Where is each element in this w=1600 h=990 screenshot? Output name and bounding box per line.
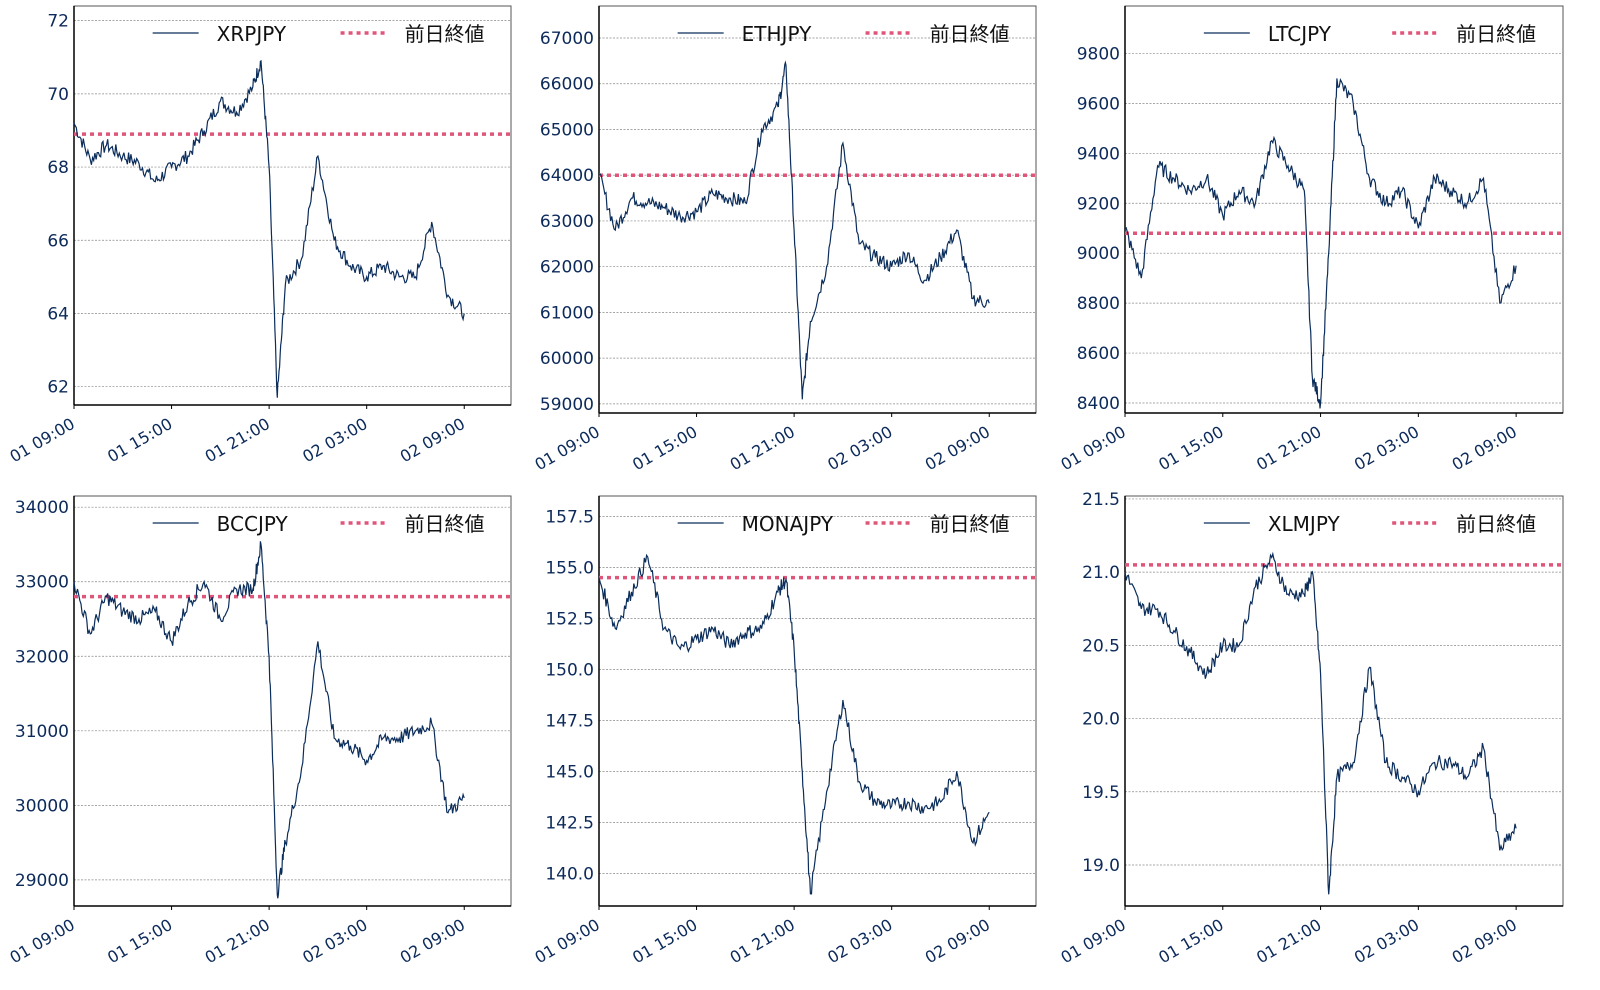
- legend-prev-close-label: 前日終値: [405, 22, 485, 46]
- y-tick-label: 59000: [540, 395, 594, 415]
- legend-prev-close-label: 前日終値: [930, 512, 1010, 536]
- legend-series-label: LTCJPY: [1268, 22, 1332, 46]
- y-tick-label: 62000: [540, 258, 594, 278]
- y-tick-label: 8600: [1077, 344, 1120, 364]
- x-tick-label: 01 15:00: [1155, 915, 1226, 967]
- y-tick-label: 9000: [1077, 244, 1120, 264]
- y-tick-label: 157.5: [545, 507, 594, 527]
- y-tick-label: 32000: [15, 647, 69, 667]
- y-tick-label: 66: [47, 231, 69, 251]
- y-tick-label: 60000: [540, 349, 594, 369]
- price-series-line: [598, 60, 990, 400]
- y-tick-label: 34000: [15, 498, 69, 518]
- y-tick-label: 31000: [15, 722, 69, 742]
- y-tick-label: 9600: [1077, 94, 1120, 114]
- y-tick-label: 29000: [15, 871, 69, 891]
- legend-series-label: XLMJPY: [1268, 512, 1341, 536]
- price-series-line: [598, 553, 990, 895]
- x-tick-label: 02 09:00: [1449, 915, 1520, 967]
- y-tick-label: 8400: [1077, 394, 1120, 414]
- y-tick-label: 33000: [15, 573, 69, 593]
- y-tick-label: 8800: [1077, 294, 1120, 314]
- grid-lines: [74, 20, 511, 388]
- y-tick-label: 21.5: [1082, 490, 1120, 510]
- y-tick-label: 72: [47, 12, 69, 32]
- x-tick-label: 02 03:00: [1351, 915, 1422, 967]
- y-tick-label: 67000: [540, 29, 594, 49]
- y-tick-label: 145.0: [545, 762, 594, 782]
- x-tick-label: 01 09:00: [1058, 915, 1129, 967]
- legend-series-label: MONAJPY: [742, 512, 834, 536]
- y-tick-label: 64000: [540, 166, 594, 186]
- y-tick-label: 150.0: [545, 660, 594, 680]
- y-tick-label: 66000: [540, 75, 594, 95]
- price-series-line: [73, 541, 465, 899]
- legend-series-label: BCCJPY: [217, 512, 289, 536]
- price-series-line: [1124, 78, 1517, 409]
- y-tick-label: 65000: [540, 120, 594, 140]
- grid-lines: [1125, 53, 1563, 404]
- y-tick-label: 30000: [15, 796, 69, 816]
- y-tick-label: 9800: [1077, 44, 1120, 64]
- legend-prev-close-label: 前日終値: [1456, 22, 1536, 46]
- y-tick-label: 140.0: [545, 864, 594, 884]
- y-tick-label: 64: [47, 304, 69, 324]
- legend-prev-close-label: 前日終値: [405, 512, 485, 536]
- y-tick-label: 19.0: [1082, 856, 1120, 876]
- price-series-line: [73, 59, 465, 398]
- y-tick-label: 142.5: [545, 813, 594, 833]
- y-tick-label: 20.0: [1082, 710, 1120, 730]
- y-tick-label: 9400: [1077, 144, 1120, 164]
- y-tick-label: 61000: [540, 303, 594, 323]
- legend-prev-close-label: 前日終値: [1456, 512, 1536, 536]
- y-tick-label: 20.5: [1082, 636, 1120, 656]
- y-tick-label: 152.5: [545, 609, 594, 629]
- y-tick-label: 9200: [1077, 194, 1120, 214]
- x-tick-label: 01 21:00: [1253, 915, 1324, 967]
- y-tick-label: 155.0: [545, 558, 594, 578]
- y-tick-label: 147.5: [545, 711, 594, 731]
- y-tick-label: 19.5: [1082, 783, 1120, 803]
- y-tick-label: 68: [47, 158, 69, 178]
- y-tick-label: 70: [47, 85, 69, 105]
- grid-lines: [599, 516, 1036, 874]
- y-tick-label: 21.0: [1082, 563, 1120, 583]
- y-tick-label: 62: [47, 378, 69, 398]
- price-series-line: [1124, 551, 1517, 895]
- grid-lines: [1125, 498, 1563, 866]
- legend-prev-close-label: 前日終値: [930, 22, 1010, 46]
- legend-series-label: ETHJPY: [742, 22, 812, 46]
- y-tick-label: 63000: [540, 212, 594, 232]
- legend-series-label: XRPJPY: [217, 22, 287, 46]
